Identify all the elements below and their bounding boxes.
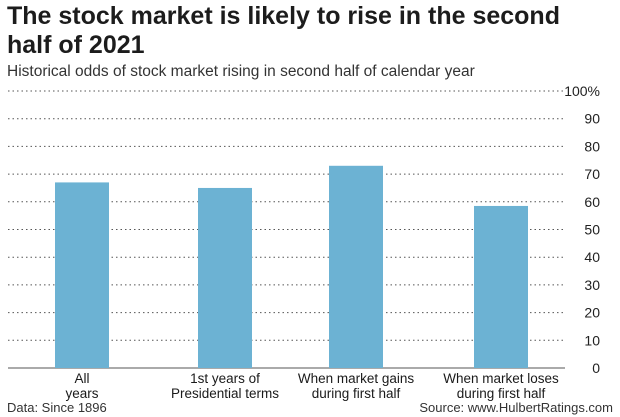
category-label: Presidential terms <box>171 386 279 401</box>
bar <box>55 182 109 368</box>
y-axis-ticks: 0 10 20 30 40 50 60 70 80 90 100% <box>564 83 600 376</box>
category-label: 1st years of <box>190 371 260 386</box>
bars <box>55 165 528 368</box>
y-tick-label: 40 <box>584 249 600 265</box>
y-tick-label: 50 <box>584 222 600 238</box>
chart-title: The stock market is likely to rise in th… <box>7 2 560 59</box>
y-tick-label: 70 <box>584 166 600 182</box>
y-tick-label: 100% <box>564 83 600 99</box>
category-label: years <box>65 386 98 401</box>
gridlines <box>8 90 565 369</box>
y-tick-label: 30 <box>584 277 600 293</box>
bar <box>198 187 252 368</box>
category-label: during first half <box>312 386 401 401</box>
category-label: All <box>74 371 89 386</box>
data-note: Data: Since 1896 <box>7 400 107 415</box>
y-tick-label: 80 <box>584 138 600 154</box>
source-credit: Source: www.HulbertRatings.com <box>419 400 613 415</box>
y-tick-label: 10 <box>584 332 600 348</box>
category-label: during first half <box>457 386 546 401</box>
bar <box>329 165 383 368</box>
y-tick-label: 60 <box>584 194 600 210</box>
bar <box>474 205 528 368</box>
category-label: When market loses <box>443 371 559 386</box>
y-tick-label: 0 <box>592 360 600 376</box>
y-tick-label: 20 <box>584 305 600 321</box>
category-label: When market gains <box>298 371 415 386</box>
chart-subtitle: Historical odds of stock market rising i… <box>7 63 475 80</box>
y-tick-label: 90 <box>584 111 600 127</box>
